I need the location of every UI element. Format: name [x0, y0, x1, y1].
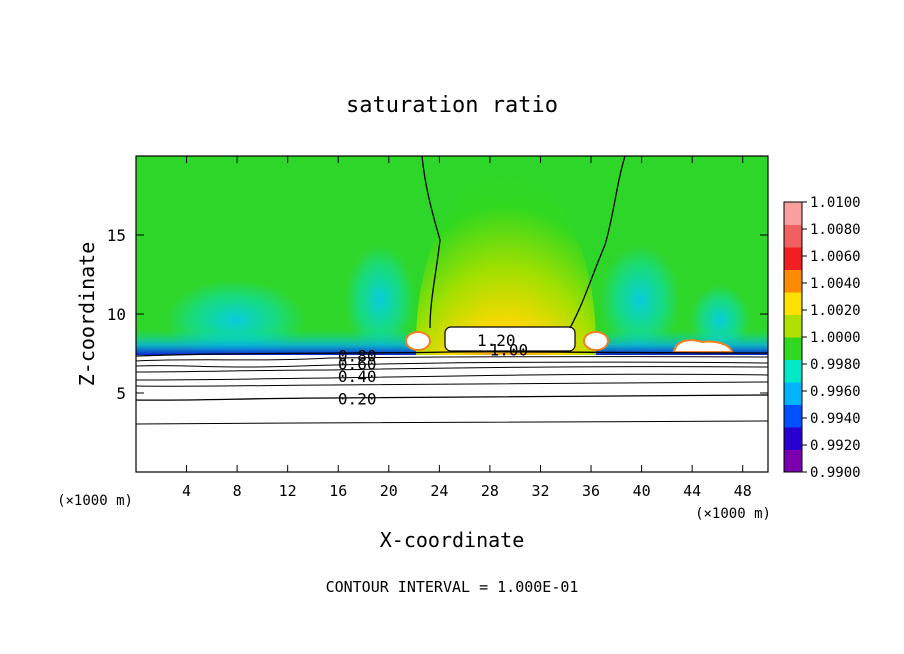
colorbar-label: 1.0020	[810, 303, 861, 319]
x-axis: 4 8 12 16 20 24 28 32 36 40 44 48	[182, 156, 752, 500]
contour-line	[136, 394, 768, 401]
colorbar-label: 0.9900	[810, 465, 861, 481]
y-tick-label: 15	[107, 226, 126, 245]
colorbar-swatch	[784, 359, 802, 383]
x-tick-label: 48	[734, 482, 752, 500]
x-tick-label: 4	[182, 482, 191, 500]
cloud-base	[444, 326, 576, 352]
chart-title: saturation ratio	[346, 93, 558, 118]
y-axis: 5 10 15	[107, 226, 768, 403]
colorbar-swatch	[784, 269, 802, 293]
cyan-region	[600, 245, 680, 355]
subsaturated-region	[136, 355, 768, 472]
colorbar-label: 0.9960	[810, 384, 861, 400]
contour-1	[569, 156, 626, 329]
colorbar-label: 1.0000	[810, 330, 861, 346]
colorbar-label: 1.0040	[810, 276, 861, 292]
contour-line	[136, 361, 768, 368]
contour-1	[421, 156, 441, 329]
colorbar-swatch	[784, 404, 802, 428]
x-tick-label: 8	[233, 482, 242, 500]
cloud-fragment	[583, 331, 609, 351]
x-unit-right: (×1000 m)	[695, 506, 771, 522]
x-tick-label: 32	[531, 482, 549, 500]
colorbar-swatch	[784, 202, 802, 225]
cloud-fragment	[672, 339, 734, 353]
colorbar-label: 1.0100	[810, 195, 861, 211]
x-tick-label: 24	[430, 482, 448, 500]
colorbar-label: 1.0060	[810, 249, 861, 265]
contour-label: 0.60	[338, 355, 377, 374]
colorbar-swatch	[784, 292, 802, 315]
colorbar-label: 0.9940	[810, 411, 861, 427]
contour-label: 1.20	[477, 331, 516, 350]
colorbar-swatch	[784, 337, 802, 360]
x-tick-label: 40	[633, 482, 651, 500]
contour-line	[136, 373, 768, 381]
contour-label: 1.00	[490, 340, 529, 359]
contour-label: 0.80	[338, 347, 377, 366]
colorbar-swatch	[784, 382, 802, 405]
contour-labels: 1.201.00 0.800.600.40 0.20	[338, 331, 529, 408]
x-tick-label: 44	[683, 482, 701, 500]
colorbar-swatch	[784, 247, 802, 270]
colorbar-swatch	[784, 314, 802, 338]
plot-area	[136, 156, 768, 472]
x-unit-left: (×1000 m)	[57, 493, 133, 509]
x-tick-label: 20	[380, 482, 398, 500]
cloud-fragment	[405, 331, 431, 351]
contour-line	[136, 366, 768, 373]
contour-label: 0.40	[338, 367, 377, 386]
x-axis-label: X-coordinate	[380, 528, 525, 552]
colorbar-swatch	[784, 427, 802, 450]
y-tick-label: 5	[116, 384, 126, 403]
y-axis-label: Z-coordinate	[75, 242, 99, 387]
x-tick-label: 36	[582, 482, 600, 500]
contour-line	[136, 356, 768, 362]
colorbar-label: 0.9980	[810, 357, 861, 373]
x-tick-label: 16	[329, 482, 347, 500]
contour-line	[136, 351, 768, 357]
colorbar-swatch	[784, 224, 802, 248]
colorbar-label: 1.0080	[810, 222, 861, 238]
x-tick-label: 12	[279, 482, 297, 500]
cyan-region	[345, 245, 415, 355]
colorbar: 1.0100 1.0080 1.0060 1.0040 1.0020 1.0000 0.99…	[783, 195, 861, 481]
y-tick-label: 10	[107, 305, 126, 324]
contour-interval-note: CONTOUR INTERVAL = 1.000E-01	[326, 578, 579, 596]
colorbar-label: 0.9920	[810, 438, 861, 454]
x-tick-label: 28	[481, 482, 499, 500]
contour-line	[136, 420, 768, 425]
contour-label: 0.20	[338, 389, 377, 408]
colorbar-swatch	[784, 449, 802, 473]
